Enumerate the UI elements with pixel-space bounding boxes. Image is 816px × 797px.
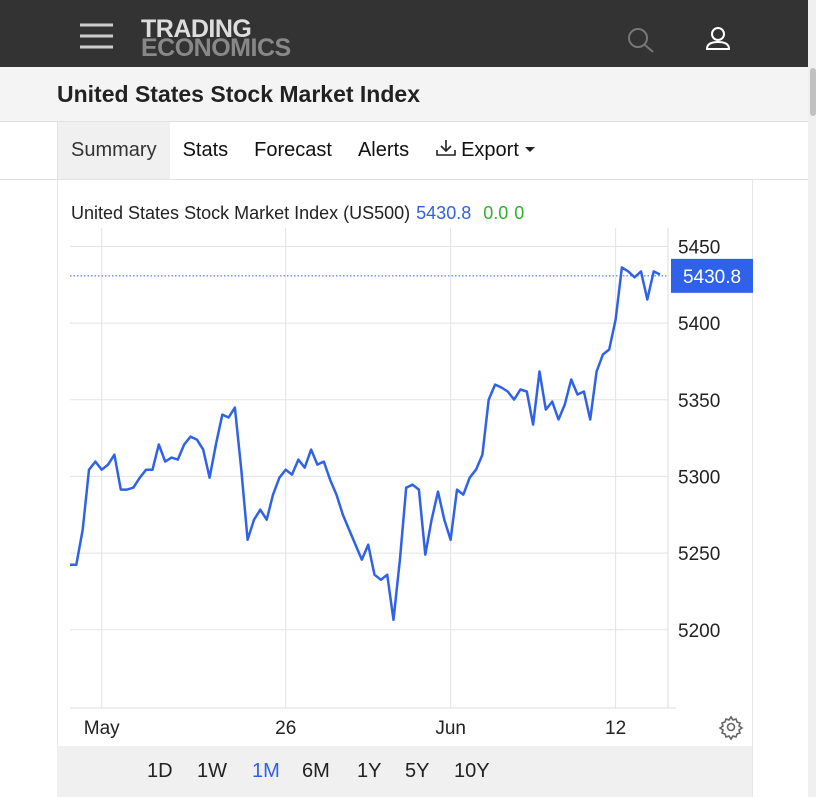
title-bar: United States Stock Market Index [0,67,808,122]
tab[interactable]: Forecast [254,139,332,161]
download-icon [436,140,456,156]
search-icon[interactable] [628,28,654,53]
range-button[interactable]: 10Y [454,760,490,782]
tabs: Summary Stats Forecast Alerts Export [57,122,548,179]
tab[interactable]: Alerts [357,139,410,161]
scroll-thumb[interactable] [810,68,816,116]
range-button[interactable]: 5Y [405,760,430,782]
header: TRADING ECONOMICS [0,0,808,67]
tab[interactable]: Summary [57,122,170,179]
tab-label: Export [461,139,519,161]
header-icons [80,23,731,53]
scrollbar [808,0,816,797]
range-button[interactable]: 1Y [357,760,382,782]
range-button[interactable]: 1M [252,760,280,782]
tab[interactable]: Export [422,122,548,179]
tab[interactable]: Stats [182,139,229,161]
chart-panel [57,180,753,797]
user-icon[interactable] [705,27,731,50]
logo-line[interactable]: TRADING [141,15,252,43]
range-button[interactable]: 1W [197,760,227,782]
page-title: United States Stock Market Index [57,81,420,107]
caret [524,147,535,152]
divider [0,179,808,180]
range-button[interactable]: 6M [302,760,330,782]
menu-icon[interactable] [80,23,113,49]
range-bar: 1D 1W 1M 6M 1Y 5Y 10Y [57,746,752,797]
logo-line[interactable]: ECONOMICS [141,34,291,62]
range-button[interactable]: 1D [147,760,173,782]
